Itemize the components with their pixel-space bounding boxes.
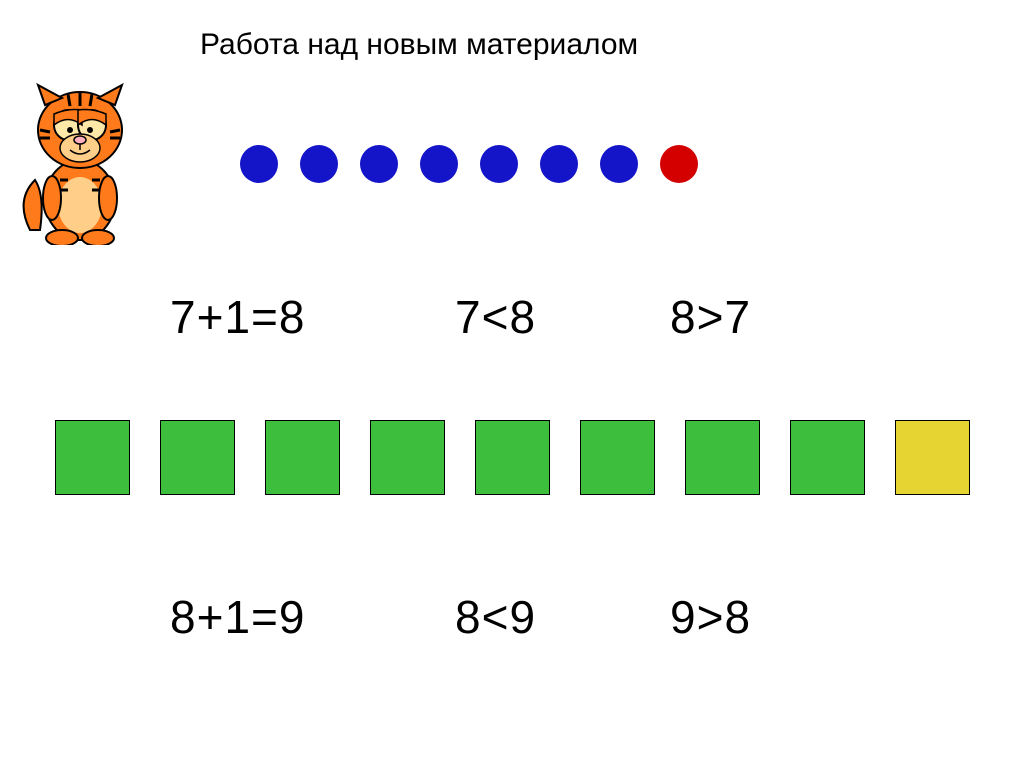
counter-square-added bbox=[895, 420, 970, 495]
equation-1c: 8>7 bbox=[670, 290, 751, 344]
counter-circle bbox=[600, 145, 638, 183]
counter-square bbox=[475, 420, 550, 495]
counter-circle bbox=[300, 145, 338, 183]
circles-row bbox=[240, 145, 698, 183]
equation-2b: 8<9 bbox=[455, 590, 536, 644]
counter-circle-added bbox=[660, 145, 698, 183]
counter-circle bbox=[420, 145, 458, 183]
equation-2c: 9>8 bbox=[670, 590, 751, 644]
counter-square bbox=[370, 420, 445, 495]
page-title: Работа над новым материалом bbox=[200, 28, 638, 62]
mascot-garfield bbox=[20, 80, 135, 250]
counter-square bbox=[580, 420, 655, 495]
counter-square bbox=[790, 420, 865, 495]
counter-circle bbox=[360, 145, 398, 183]
equation-1b: 7<8 bbox=[455, 290, 536, 344]
counter-square bbox=[685, 420, 760, 495]
equation-2a: 8+1=9 bbox=[170, 590, 305, 644]
counter-circle bbox=[480, 145, 518, 183]
counter-square bbox=[55, 420, 130, 495]
counter-circle bbox=[540, 145, 578, 183]
squares-row bbox=[55, 420, 970, 495]
counter-square bbox=[265, 420, 340, 495]
counter-circle bbox=[240, 145, 278, 183]
counter-square bbox=[160, 420, 235, 495]
equation-1a: 7+1=8 bbox=[170, 290, 305, 344]
